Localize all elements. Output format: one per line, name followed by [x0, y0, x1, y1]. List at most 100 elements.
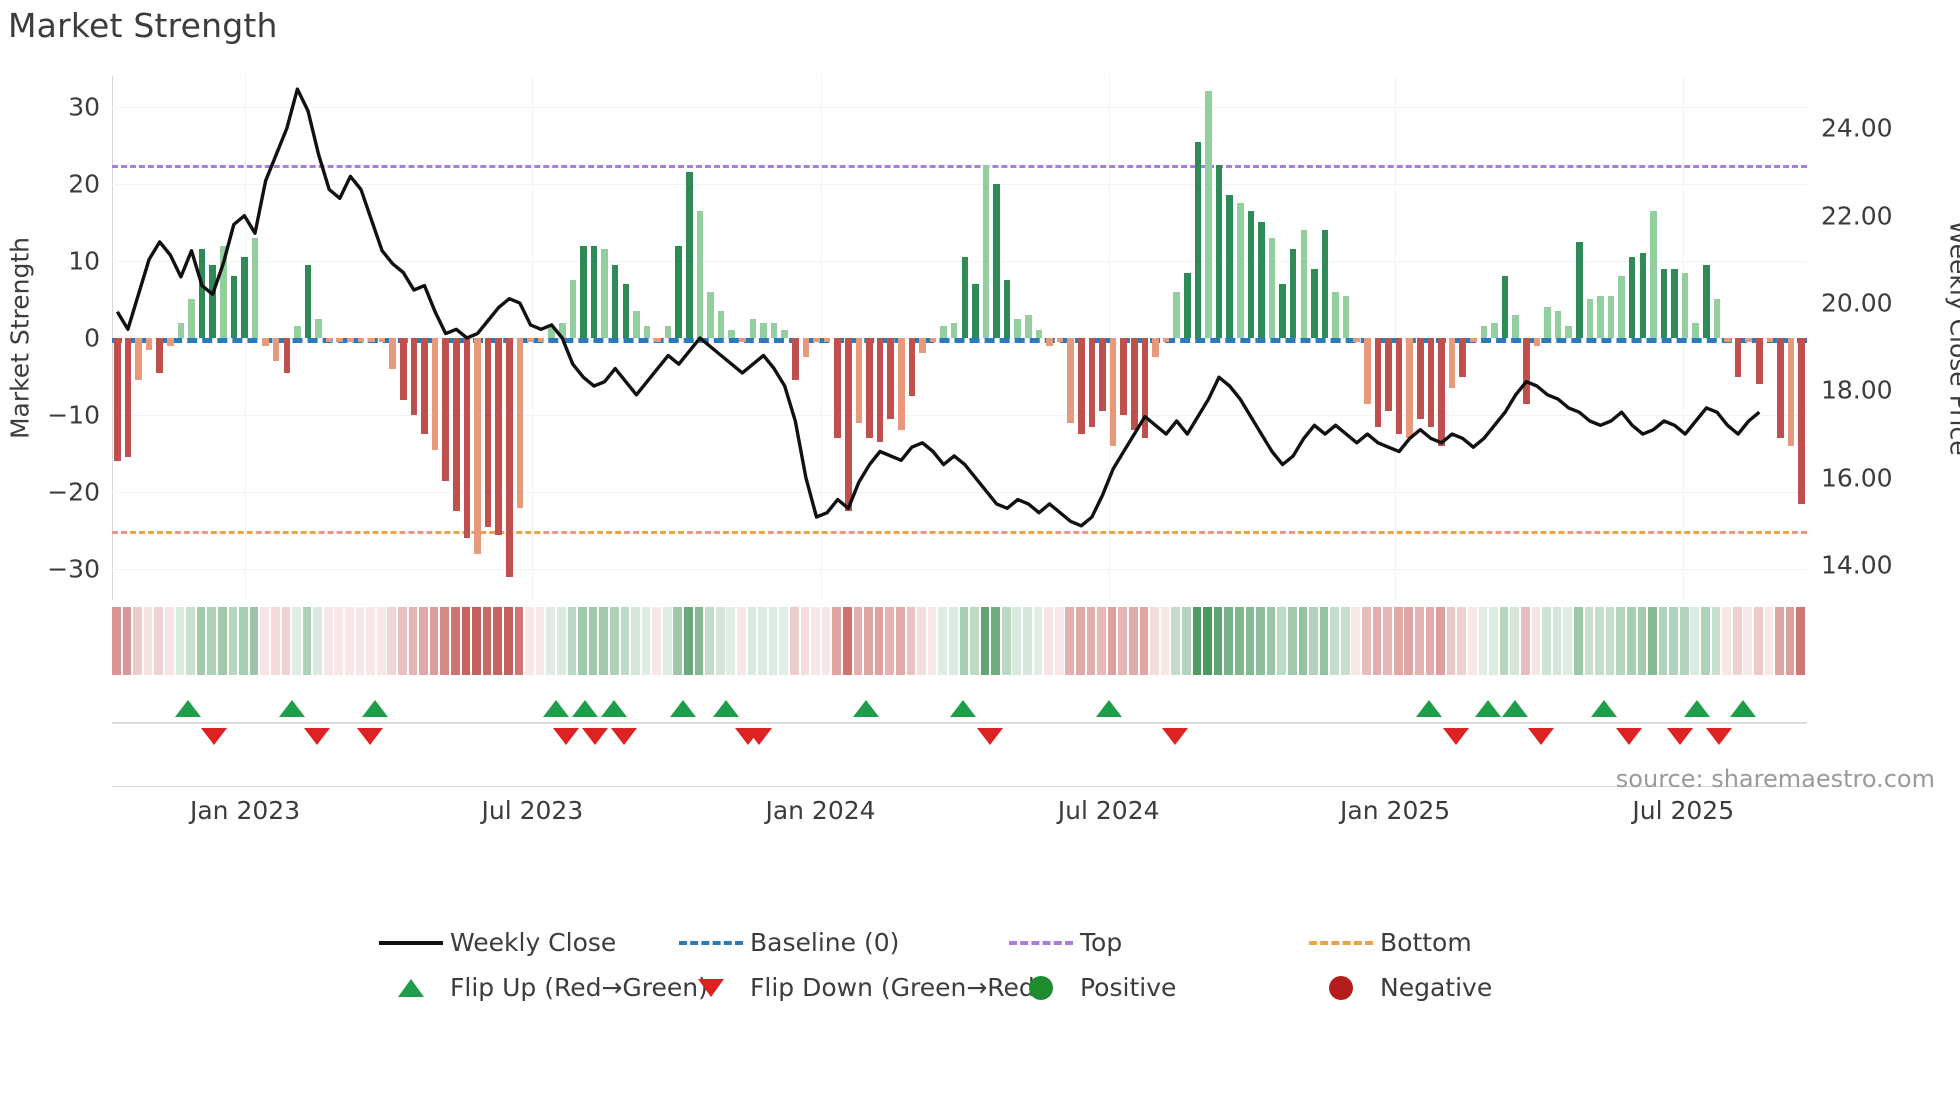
- strength-bar: [177, 322, 185, 338]
- strength-bar: [1448, 338, 1456, 389]
- flip-down-marker-icon: [1616, 728, 1643, 745]
- strength-bar: [442, 338, 449, 481]
- strength-bar: [1300, 230, 1308, 338]
- heatmap-cell: [122, 607, 132, 675]
- strength-bar: [1025, 314, 1032, 338]
- heatmap-cell: [959, 607, 969, 675]
- legend-key: [1002, 940, 1080, 945]
- heatmap-cell: [1415, 607, 1424, 675]
- heatmap-cell: [1446, 607, 1456, 675]
- heatmap-cell: [355, 607, 365, 675]
- strength-bar: [1152, 338, 1159, 358]
- strength-bar: [1681, 272, 1689, 338]
- heatmap-cell: [196, 607, 206, 675]
- strength-bar: [654, 338, 661, 342]
- strength-bar: [622, 284, 630, 338]
- flip-up-marker-icon: [1416, 700, 1442, 717]
- heatmap-cell: [631, 607, 640, 675]
- heatmap-cell: [1139, 607, 1149, 675]
- strength-bar: [1639, 253, 1647, 338]
- legend-item-triangle-down-red[interactable]: Flip Down (Green→Red): [672, 965, 1045, 1010]
- strength-bar: [633, 311, 640, 338]
- legend-item-triangle-up-green[interactable]: Flip Up (Red→Green): [372, 965, 708, 1010]
- flip-down-marker-icon: [746, 728, 773, 745]
- heatmap-cell: [779, 607, 789, 675]
- heatmap-cell: [1309, 607, 1318, 675]
- strength-bar: [1438, 338, 1445, 446]
- heatmap-cell: [1234, 607, 1244, 675]
- chart-legend: Weekly Close Baseline (0) Top Bottom Flip U…: [372, 920, 1632, 1010]
- flip-down-marker-icon: [610, 728, 637, 745]
- legend-key: [1302, 975, 1380, 1000]
- flip-down-marker-icon: [1161, 728, 1188, 745]
- flip-up-icon: [398, 978, 424, 997]
- heatmap-cell: [1340, 607, 1350, 675]
- baseline-dash-icon: [679, 940, 743, 945]
- heatmap-cell: [567, 607, 577, 675]
- heatmap-cell: [1012, 607, 1022, 675]
- heatmap-cell: [800, 607, 810, 675]
- strength-bar: [611, 264, 619, 338]
- strength-bar: [1109, 338, 1117, 446]
- flip-up-marker-icon: [361, 700, 388, 717]
- strength-bar: [527, 338, 534, 342]
- flip-up-marker-icon: [712, 700, 739, 717]
- strength-bar: [1385, 338, 1392, 412]
- heatmap-cell: [387, 607, 397, 675]
- heatmap-cell: [112, 607, 121, 675]
- strength-bar: [643, 326, 651, 338]
- strength-bar: [463, 338, 471, 539]
- heatmap-cell: [1023, 607, 1032, 675]
- strength-bar: [1777, 338, 1784, 439]
- strength-bar: [336, 338, 344, 342]
- strength-bar: [1131, 338, 1138, 431]
- strength-bar: [400, 338, 407, 400]
- legend-item-dash-orange[interactable]: Bottom: [1302, 920, 1602, 965]
- strength-bar: [1141, 338, 1149, 439]
- legend-label: Flip Up (Red→Green): [450, 973, 708, 1002]
- legend-item-dot-green[interactable]: Positive: [1002, 965, 1302, 1010]
- heatmap-cell: [842, 607, 852, 675]
- strength-bar: [1470, 338, 1477, 342]
- heatmap-cell: [1277, 607, 1286, 675]
- y-tick-left: 10: [68, 246, 100, 276]
- flip-down-icon: [698, 978, 724, 997]
- y-tick-left: −20: [47, 477, 100, 507]
- negative-dot-icon: [1329, 975, 1353, 1000]
- strength-bar: [1067, 338, 1074, 423]
- heatmap-cell: [260, 607, 269, 675]
- heatmap-cell: [1764, 607, 1774, 675]
- legend-item-dash-purple[interactable]: Top: [1002, 920, 1302, 965]
- legend-item-line-black[interactable]: Weekly Close: [372, 920, 672, 965]
- heatmap-cell: [938, 607, 947, 675]
- legend-item-dash-blue[interactable]: Baseline (0): [672, 920, 1002, 965]
- heatmap-cell: [228, 607, 238, 675]
- heatmap-cell: [1362, 607, 1371, 675]
- strength-bar: [410, 338, 418, 416]
- strength-bar: [1099, 338, 1106, 412]
- strength-bar: [707, 291, 714, 338]
- strength-bar: [378, 338, 386, 342]
- flip-down-marker-icon: [553, 728, 580, 745]
- strength-bar: [548, 326, 555, 338]
- strength-bar: [294, 326, 301, 338]
- heatmap-cell: [1616, 607, 1625, 675]
- legend-item-dot-red[interactable]: Negative: [1302, 965, 1602, 1010]
- page-title: Market Strength: [8, 6, 278, 45]
- heatmap-cell: [292, 607, 301, 675]
- heatmap-cell: [917, 607, 926, 675]
- strength-bar: [1480, 326, 1488, 338]
- strength-bar: [770, 322, 778, 338]
- strength-bar: [1226, 195, 1233, 338]
- strength-bar: [982, 164, 990, 338]
- heatmap-cell: [1563, 607, 1573, 675]
- flip-up-marker-icon: [1683, 700, 1710, 717]
- heatmap-cell: [991, 607, 1000, 675]
- strength-bar: [961, 257, 969, 338]
- heatmap-cell: [1542, 607, 1551, 675]
- strength-bar: [1321, 230, 1329, 338]
- y-tick-right: 14.00: [1821, 550, 1893, 580]
- strength-bar: [1766, 338, 1774, 342]
- strength-bar: [897, 338, 905, 431]
